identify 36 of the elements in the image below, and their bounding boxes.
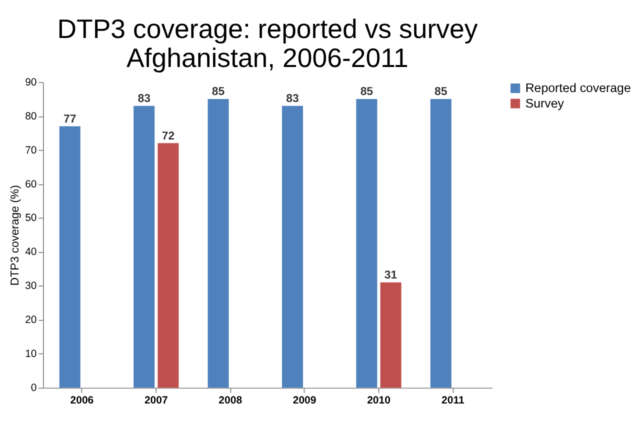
y-axis-title: DTP3 coverage (%) [9,184,22,286]
x-tick-label: 2006 [70,394,94,406]
y-tick-label: 90 [25,76,37,88]
legend-label: Survey [525,96,565,110]
y-tick-label: 60 [25,178,37,190]
y-tick-label: 10 [25,348,37,360]
legend-label: Reported coverage [525,81,631,96]
x-tick-label: 2010 [367,394,391,406]
x-tick-label: 2008 [218,394,242,406]
y-tick-label: 30 [25,280,37,292]
chart-title: DTP3 coverage: reported vs survey Afghanistan, 2006-2011 [57,14,478,73]
data-label: 83 [286,93,299,106]
bar [356,99,378,388]
bar [208,99,229,388]
bar [158,143,179,388]
data-label: 85 [212,86,226,98]
y-tick-label: 40 [25,246,37,258]
data-label: 31 [384,270,398,282]
bar [430,99,452,388]
y-tick-label: 80 [25,110,37,122]
data-label: 85 [434,86,448,98]
y-tick-label: 20 [25,314,37,326]
bar [134,106,155,388]
data-label: 77 [64,113,76,126]
data-label: 72 [162,130,175,142]
data-label: 85 [360,86,374,98]
y-tick-label: 50 [25,212,37,224]
bar [59,126,80,388]
x-tick-label: 2011 [442,394,464,406]
x-tick-label: 2009 [292,394,316,406]
bar [282,106,303,388]
y-tick-label: 0 [30,382,37,394]
data-label: 83 [138,93,150,106]
bar [380,282,402,388]
y-tick-label: 70 [25,144,37,156]
x-tick-label: 2007 [144,394,168,406]
